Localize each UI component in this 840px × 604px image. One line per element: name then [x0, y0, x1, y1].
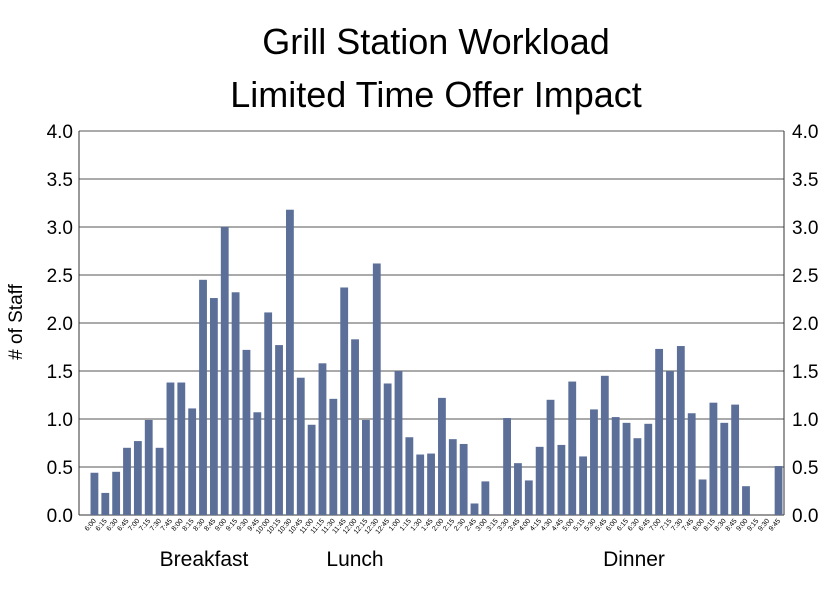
y-axis-left: 0.0 0.5 1.0 1.5 2.0 2.5 3.0 3.5 4.0 [47, 122, 73, 527]
bar [535, 446, 544, 515]
bar [524, 480, 533, 515]
bar [687, 413, 696, 515]
bar [383, 383, 392, 515]
y-tick-label-left: 3.5 [47, 170, 73, 191]
chart-subtitle: Limited Time Offer Impact [230, 74, 641, 115]
x-tick-label: 9:45 [768, 518, 782, 533]
y-tick-label-right: 2.5 [792, 266, 818, 287]
bar [579, 456, 588, 515]
bar [275, 345, 283, 515]
y-tick-label-right: 1.5 [792, 362, 818, 383]
y-tick-label-left: 2.5 [47, 266, 73, 287]
bar [438, 397, 446, 515]
y-tick-label-right: 0.0 [792, 506, 818, 527]
bar [112, 471, 121, 515]
bar [742, 486, 750, 515]
bar [459, 443, 468, 515]
bar [264, 312, 273, 515]
y-tick-label-right: 3.5 [792, 170, 818, 191]
bar [340, 287, 349, 515]
y-tick-label-left: 4.0 [47, 122, 73, 143]
bar [188, 408, 197, 515]
bar [351, 339, 359, 515]
bar [133, 441, 142, 515]
gridlines [78, 130, 785, 516]
bar [590, 409, 598, 515]
bar [123, 447, 131, 515]
bar [514, 463, 522, 515]
section-label-dinner: Dinner [603, 548, 665, 571]
bar [568, 381, 577, 515]
bar [427, 453, 435, 515]
bar [622, 422, 631, 515]
bar [155, 447, 164, 515]
y-tick-label-right: 4.0 [792, 122, 818, 143]
y-tick-label-right: 3.0 [792, 218, 818, 239]
bar [546, 399, 555, 515]
bar [481, 481, 490, 515]
bar [698, 479, 707, 515]
bar [720, 422, 729, 515]
bar [166, 382, 175, 515]
bar [253, 412, 262, 515]
y-axis-right: 0.0 0.5 1.0 1.5 2.0 2.5 3.0 3.5 4.0 [792, 122, 818, 527]
bar [731, 404, 740, 515]
bar [394, 371, 403, 515]
bar [676, 346, 685, 515]
bar [470, 503, 479, 515]
bar [318, 363, 327, 515]
bar [220, 227, 229, 515]
bar [644, 423, 653, 515]
y-tick-label-right: 0.5 [792, 458, 818, 479]
bar [101, 492, 110, 515]
bar [448, 439, 457, 515]
bar [90, 472, 99, 515]
chart-title: Grill Station Workload [262, 21, 609, 62]
bar [199, 279, 207, 515]
bar [503, 418, 511, 515]
bar [242, 349, 251, 515]
bar [655, 348, 664, 515]
y-tick-label-right: 1.0 [792, 410, 818, 431]
y-tick-label-right: 2.0 [792, 314, 818, 335]
bar [600, 375, 609, 515]
y-tick-label-left: 0.0 [47, 506, 73, 527]
bar [405, 437, 414, 515]
bar [307, 424, 316, 515]
bar [372, 263, 381, 515]
bar [177, 382, 186, 515]
bar [329, 398, 338, 515]
bar [144, 419, 153, 515]
y-tick-label-left: 1.5 [47, 362, 73, 383]
section-label-lunch: Lunch [326, 548, 383, 571]
bar [296, 377, 305, 515]
bar [666, 371, 674, 515]
y-tick-label-left: 1.0 [47, 410, 73, 431]
bars [90, 209, 783, 515]
section-label-breakfast: Breakfast [160, 548, 249, 571]
x-axis: 6:006:156:306:457:007:157:307:458:008:15… [84, 518, 782, 536]
bar [774, 466, 783, 515]
bar [416, 454, 425, 515]
y-axis-label: # of Staff [6, 283, 27, 359]
y-tick-label-left: 0.5 [47, 458, 73, 479]
y-tick-label-left: 3.0 [47, 218, 73, 239]
bar [362, 419, 370, 515]
bar [633, 438, 642, 515]
bar [557, 444, 566, 515]
y-tick-label-left: 2.0 [47, 314, 73, 335]
bar [209, 298, 218, 515]
bar [709, 402, 718, 515]
bar [611, 417, 620, 515]
bar [285, 209, 294, 515]
bar [231, 292, 240, 515]
